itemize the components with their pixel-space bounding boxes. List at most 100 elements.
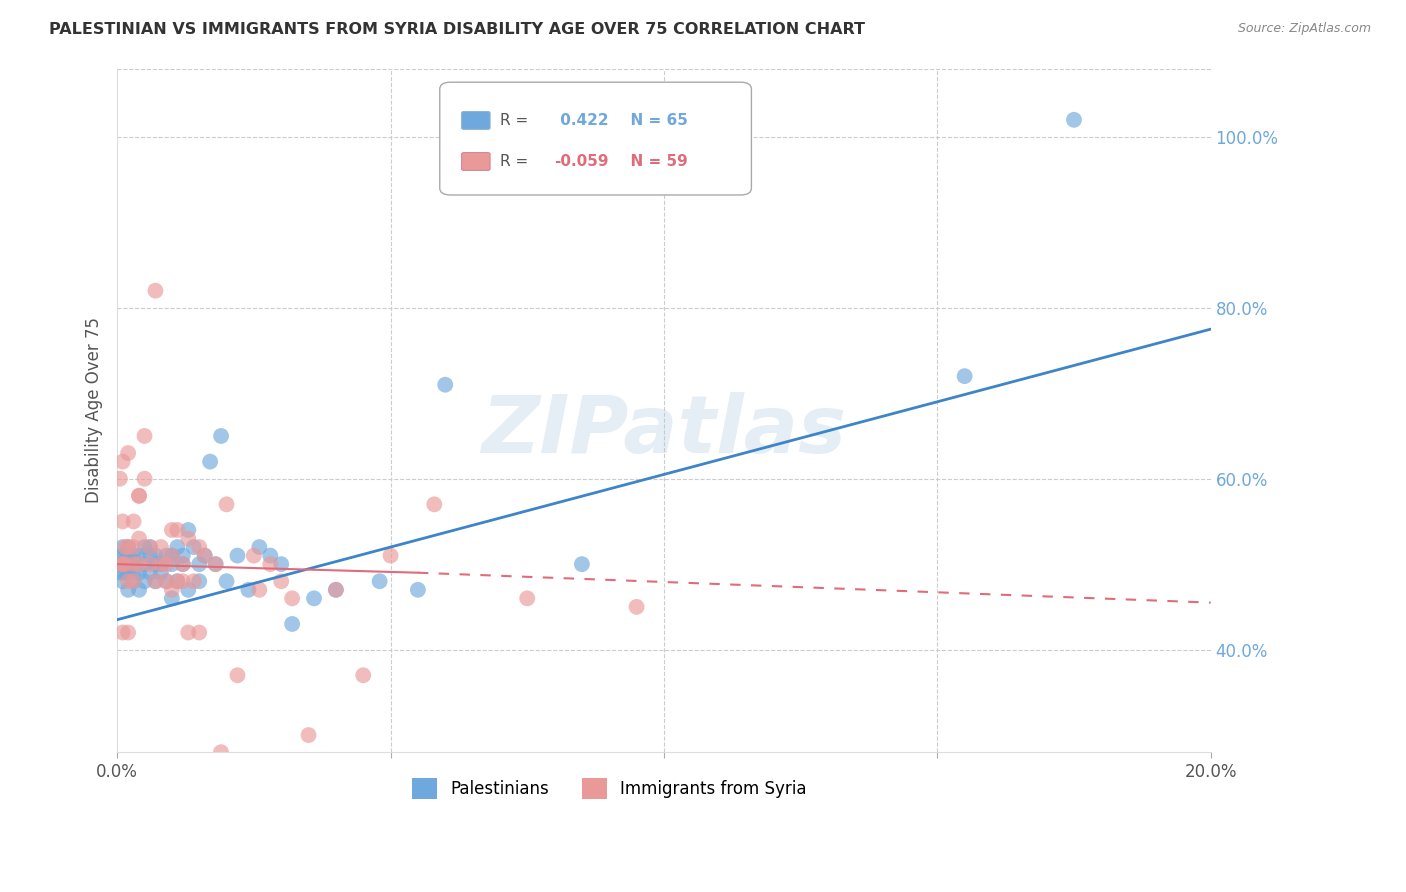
Point xyxy=(117,549,139,563)
Point xyxy=(226,668,249,682)
Legend: Palestinians, Immigrants from Syria: Palestinians, Immigrants from Syria xyxy=(405,772,814,805)
Point xyxy=(188,625,211,640)
FancyBboxPatch shape xyxy=(461,112,491,129)
Point xyxy=(134,472,156,486)
Point xyxy=(270,557,292,571)
Point xyxy=(117,540,139,554)
Point xyxy=(145,574,167,589)
Text: Source: ZipAtlas.com: Source: ZipAtlas.com xyxy=(1237,22,1371,36)
Point xyxy=(1063,112,1085,127)
Point xyxy=(114,566,136,580)
Point xyxy=(226,549,249,563)
Point xyxy=(188,540,211,554)
Point xyxy=(149,557,172,571)
Point xyxy=(110,557,132,571)
Point xyxy=(281,617,304,632)
Point xyxy=(139,557,162,571)
Point xyxy=(247,582,270,597)
Point xyxy=(122,574,145,589)
Point xyxy=(108,472,131,486)
FancyBboxPatch shape xyxy=(440,82,751,195)
Point xyxy=(238,582,260,597)
Point xyxy=(325,582,347,597)
Point xyxy=(128,557,150,571)
Point xyxy=(110,566,132,580)
Point xyxy=(183,574,205,589)
Point xyxy=(423,497,446,511)
Point xyxy=(145,549,167,563)
Point xyxy=(209,745,232,759)
Point xyxy=(128,532,150,546)
Point xyxy=(149,540,172,554)
Point xyxy=(177,523,200,537)
Point xyxy=(134,540,156,554)
Point xyxy=(114,540,136,554)
Point xyxy=(434,377,457,392)
Point xyxy=(128,566,150,580)
Point xyxy=(111,515,134,529)
Point xyxy=(352,668,374,682)
Point xyxy=(183,540,205,554)
Point xyxy=(155,549,177,563)
Point xyxy=(380,549,402,563)
Point xyxy=(368,574,391,589)
Point xyxy=(111,540,134,554)
Text: -0.059: -0.059 xyxy=(554,154,609,169)
Y-axis label: Disability Age Over 75: Disability Age Over 75 xyxy=(86,318,103,503)
Text: ZIPatlas: ZIPatlas xyxy=(481,392,846,470)
Point xyxy=(166,523,188,537)
Point xyxy=(204,557,226,571)
Text: 0.422: 0.422 xyxy=(554,113,609,128)
Point xyxy=(215,497,238,511)
Point xyxy=(111,574,134,589)
Point xyxy=(117,574,139,589)
Point xyxy=(128,489,150,503)
Point xyxy=(188,574,211,589)
Text: PALESTINIAN VS IMMIGRANTS FROM SYRIA DISABILITY AGE OVER 75 CORRELATION CHART: PALESTINIAN VS IMMIGRANTS FROM SYRIA DIS… xyxy=(49,22,865,37)
Point xyxy=(172,557,194,571)
Point xyxy=(111,557,134,571)
Point xyxy=(215,574,238,589)
Point xyxy=(155,574,177,589)
Point xyxy=(128,489,150,503)
Point xyxy=(145,574,167,589)
Point xyxy=(139,540,162,554)
Point xyxy=(194,549,217,563)
Point xyxy=(139,566,162,580)
Text: N = 65: N = 65 xyxy=(620,113,688,128)
Point xyxy=(155,557,177,571)
Point xyxy=(117,582,139,597)
Point xyxy=(516,591,538,606)
Point xyxy=(166,574,188,589)
Point xyxy=(177,582,200,597)
Point xyxy=(160,582,183,597)
Point xyxy=(111,625,134,640)
Point xyxy=(209,429,232,443)
Point xyxy=(172,549,194,563)
Point xyxy=(145,284,167,298)
Point xyxy=(117,557,139,571)
Point xyxy=(134,574,156,589)
Point xyxy=(122,549,145,563)
Point xyxy=(160,549,183,563)
Point xyxy=(626,599,648,614)
Point xyxy=(117,446,139,460)
Point xyxy=(198,455,221,469)
Point xyxy=(122,515,145,529)
Point xyxy=(114,557,136,571)
Point xyxy=(188,557,211,571)
Text: R =: R = xyxy=(501,154,533,169)
Point xyxy=(177,625,200,640)
Point xyxy=(160,591,183,606)
Point xyxy=(117,566,139,580)
Point xyxy=(134,429,156,443)
Point xyxy=(259,549,281,563)
Point xyxy=(194,549,217,563)
Point xyxy=(122,557,145,571)
Point xyxy=(134,557,156,571)
Point xyxy=(177,532,200,546)
Text: N = 59: N = 59 xyxy=(620,154,688,169)
Text: R =: R = xyxy=(501,113,533,128)
Point xyxy=(111,557,134,571)
Point xyxy=(122,566,145,580)
